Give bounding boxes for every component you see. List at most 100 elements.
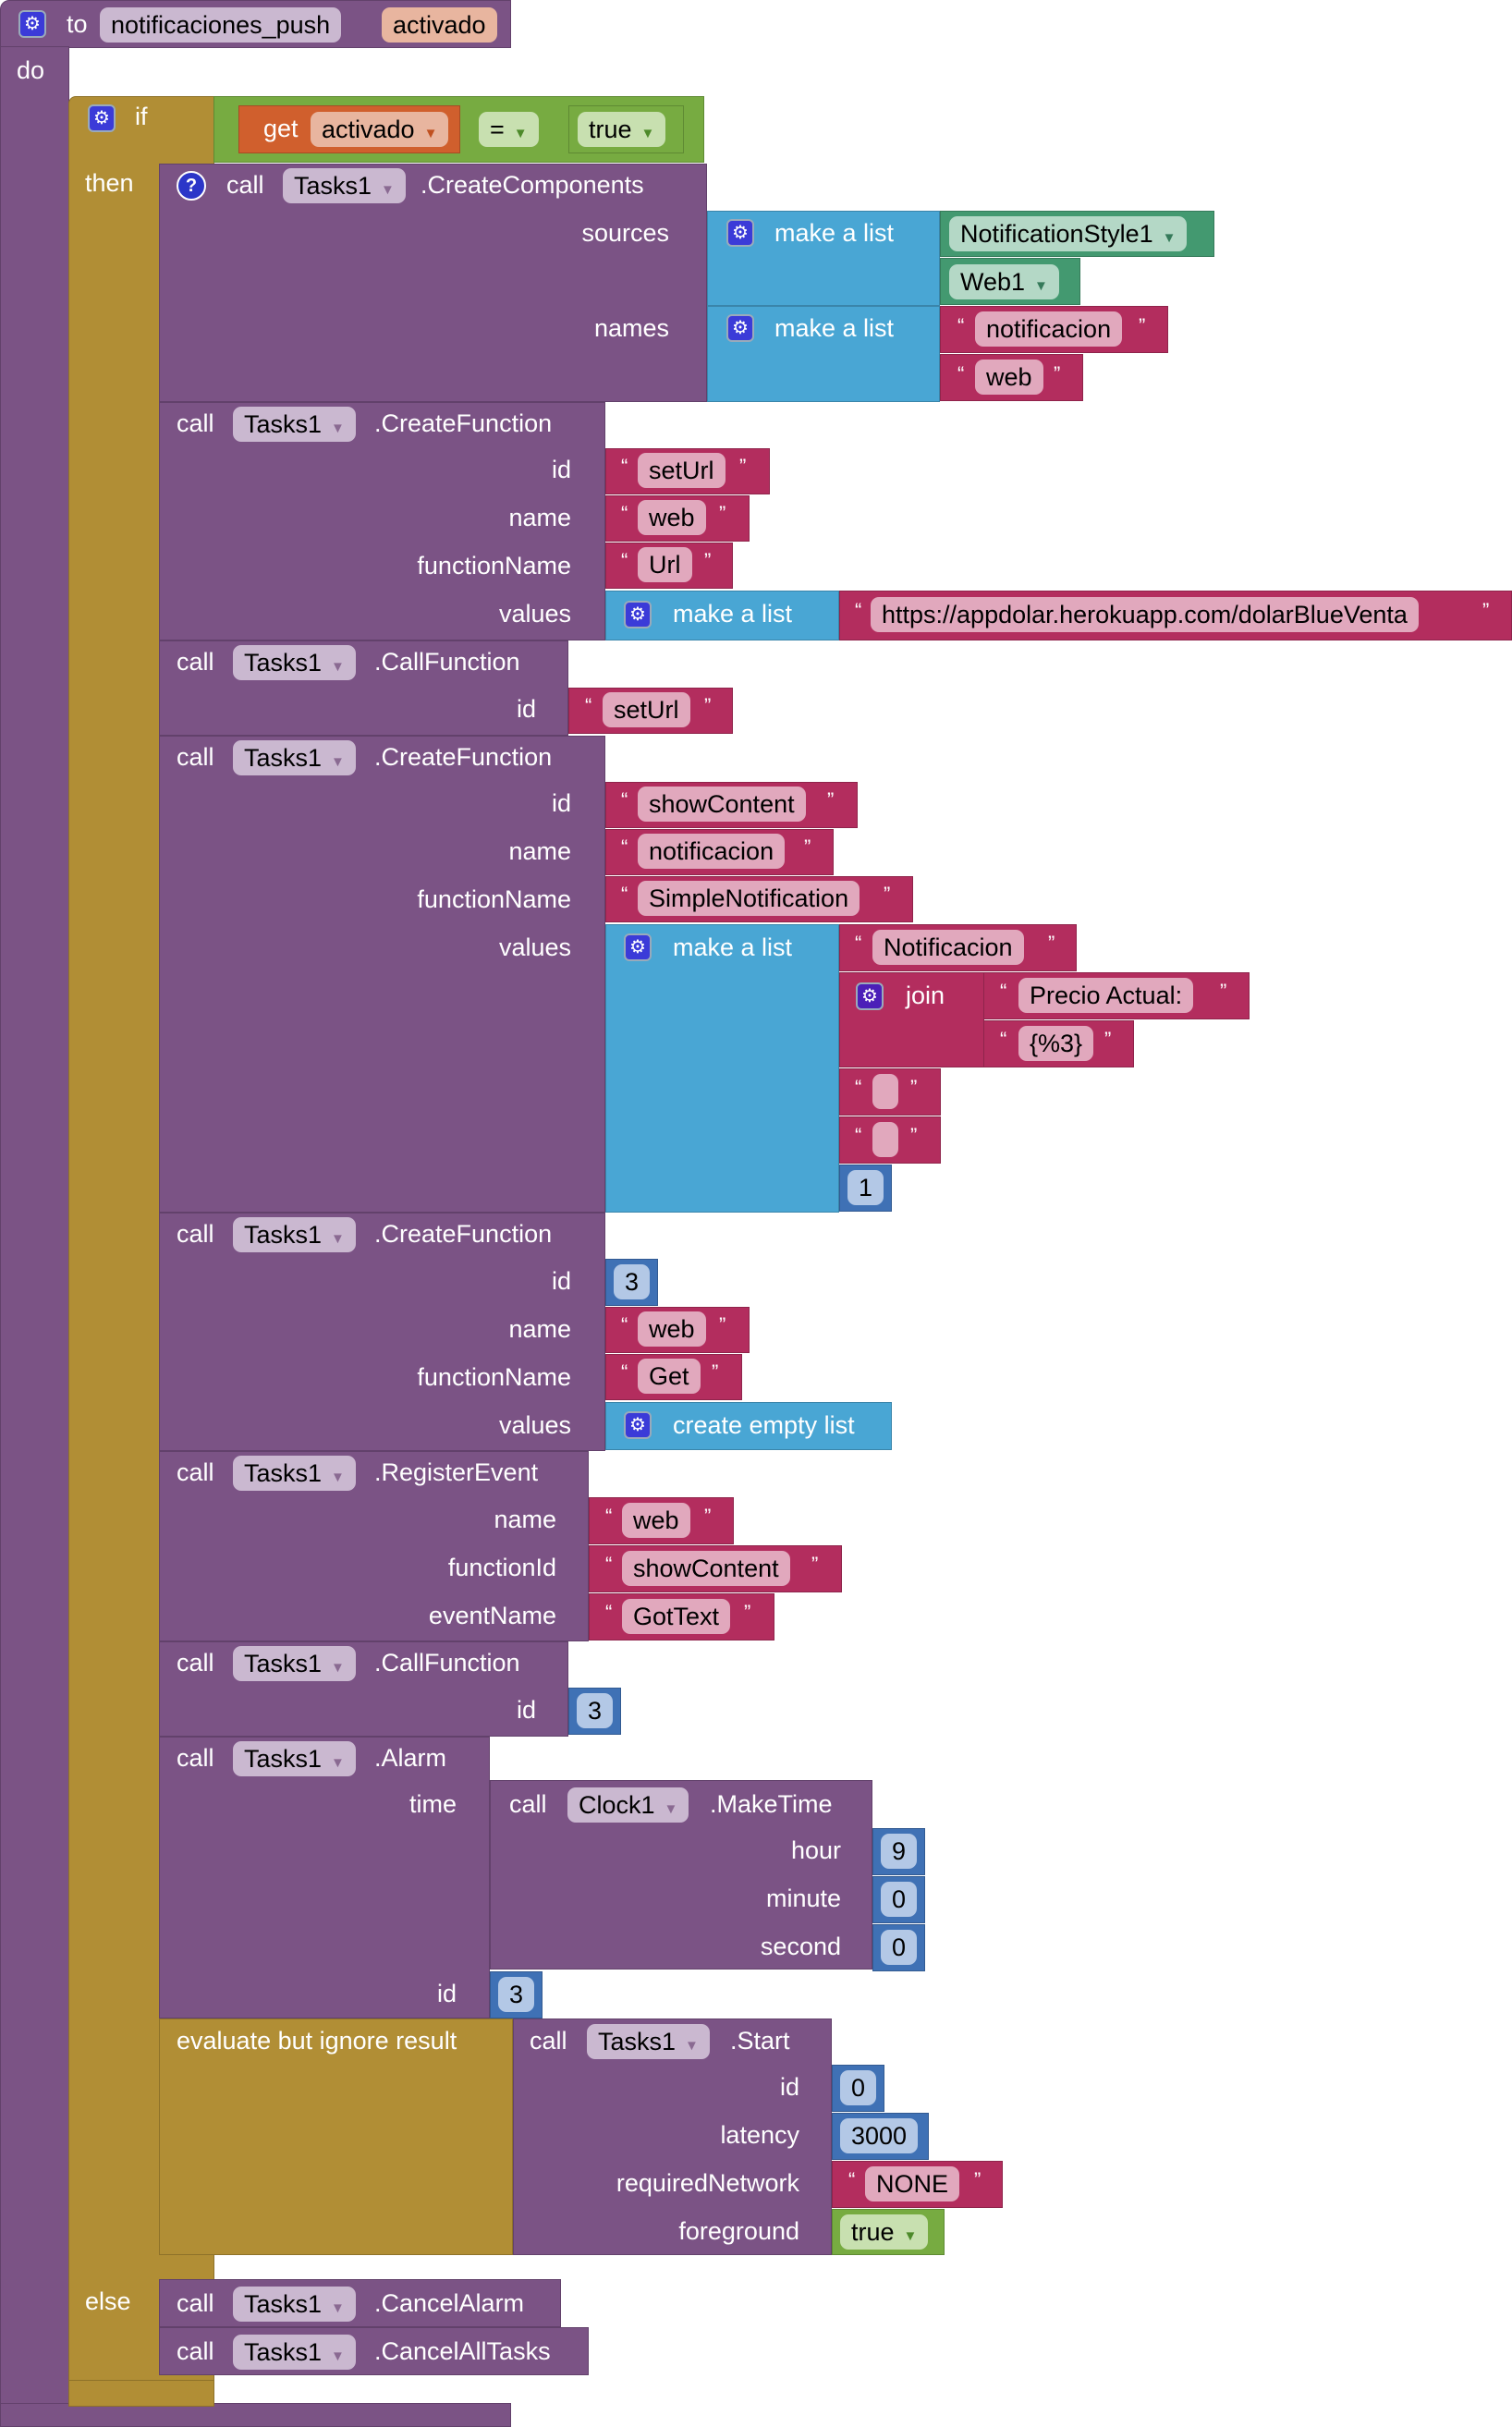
operator-value: = — [490, 116, 505, 143]
procedure-param[interactable]: activado — [382, 7, 497, 43]
component-dropdown[interactable]: Web1 ▼ — [949, 264, 1059, 299]
arg-label: id — [779, 2073, 799, 2101]
text-value[interactable]: web — [622, 1503, 690, 1538]
text-value[interactable]: Precio Actual: — [1018, 978, 1194, 1013]
list-mutator-gear-icon[interactable]: ⚙ — [624, 601, 652, 628]
component-dropdown[interactable]: Tasks1 ▼ — [233, 1741, 356, 1776]
text-value[interactable]: GotText — [622, 1599, 731, 1634]
list-mutator-gear-icon[interactable]: ⚙ — [726, 314, 754, 342]
arg-label: id — [551, 456, 571, 483]
url-value[interactable]: https://appdolar.herokuapp.com/dolarBlue… — [871, 597, 1419, 632]
call-function-block[interactable] — [159, 1641, 568, 1737]
evaluate-block[interactable] — [159, 2018, 513, 2255]
register-event-block[interactable] — [159, 1451, 589, 1641]
text-value[interactable]: setUrl — [603, 692, 690, 727]
list-mutator-gear-icon[interactable]: ⚙ — [624, 933, 652, 961]
cancel-alarm-block[interactable] — [159, 2279, 561, 2327]
mutator-gear-icon[interactable]: ⚙ — [18, 10, 46, 38]
make-list-label: make a list — [673, 600, 793, 628]
create-function-block[interactable] — [159, 736, 605, 1213]
text-value[interactable]: notificacion — [638, 834, 786, 869]
chevron-down-icon: ▼ — [331, 1470, 345, 1485]
open-quote: “ — [855, 599, 862, 622]
number-value[interactable]: 3 — [498, 1977, 535, 2012]
close-quote: ” — [884, 883, 891, 906]
number-value[interactable]: 3000 — [840, 2118, 919, 2153]
make-list-label: make a list — [774, 219, 895, 247]
arg-label: values — [498, 1411, 571, 1439]
empty-text-value[interactable] — [872, 1122, 898, 1157]
text-value[interactable]: NONE — [865, 2166, 960, 2201]
number-value[interactable]: 0 — [881, 1930, 918, 1965]
text-value[interactable]: notificacion — [975, 311, 1123, 347]
join-mutator-gear-icon[interactable]: ⚙ — [856, 982, 884, 1010]
open-quote: “ — [585, 694, 592, 717]
text-value[interactable]: Url — [638, 547, 692, 582]
arg-label: name — [508, 1315, 571, 1343]
procedure-name-field[interactable]: notificaciones_push — [100, 7, 342, 43]
call-label: call — [177, 648, 214, 676]
text-value[interactable]: {%3} — [1018, 1026, 1094, 1061]
component-dropdown[interactable]: Tasks1 ▼ — [233, 2335, 356, 2370]
number-value[interactable]: 0 — [840, 2070, 877, 2105]
alarm-block[interactable] — [159, 1737, 490, 2018]
component-dropdown[interactable]: Tasks1 ▼ — [587, 2024, 710, 2059]
cancel-all-tasks-block[interactable] — [159, 2327, 589, 2375]
number-value[interactable]: 3 — [614, 1264, 651, 1299]
component-dropdown[interactable]: Clock1 ▼ — [567, 1787, 689, 1823]
chevron-down-icon: ▼ — [331, 1231, 345, 1247]
arg-label: functionName — [417, 1363, 571, 1391]
call-label: call — [226, 171, 264, 199]
create-components-block[interactable] — [159, 164, 707, 402]
arg-label: functionId — [447, 1554, 556, 1581]
text-value[interactable]: web — [638, 500, 706, 535]
close-quote: ” — [974, 2168, 982, 2191]
method-name: .RegisterEvent — [374, 1458, 539, 1486]
number-value[interactable]: 9 — [881, 1834, 918, 1869]
component-dropdown[interactable]: Tasks1 ▼ — [233, 1646, 356, 1681]
component-dropdown[interactable]: Tasks1 ▼ — [233, 740, 356, 775]
close-quote: ” — [1139, 314, 1146, 337]
text-value[interactable]: web — [638, 1311, 706, 1347]
component-dropdown[interactable]: Tasks1 ▼ — [283, 168, 406, 203]
call-function-block[interactable] — [159, 640, 568, 736]
close-quote: ” — [910, 1076, 918, 1099]
text-value[interactable]: showContent — [622, 1551, 790, 1586]
chevron-down-icon: ▼ — [331, 421, 345, 436]
empty-text-value[interactable] — [872, 1074, 898, 1109]
create-empty-list-block[interactable] — [605, 1402, 892, 1450]
component-dropdown[interactable]: Tasks1 ▼ — [233, 1456, 356, 1491]
component-dropdown[interactable]: Tasks1 ▼ — [233, 407, 356, 442]
get-variable-dropdown[interactable]: activado ▼ — [311, 112, 449, 147]
create-function-block[interactable] — [159, 402, 605, 640]
create-function-block[interactable] — [159, 1213, 605, 1451]
component-name: Tasks1 — [244, 649, 323, 677]
true-value: true — [589, 116, 632, 143]
component-name: Tasks1 — [244, 1221, 323, 1249]
component-dropdown[interactable]: Tasks1 ▼ — [233, 2287, 356, 2322]
number-value[interactable]: 0 — [881, 1882, 918, 1917]
arg-label: values — [498, 933, 571, 961]
true-dropdown[interactable]: true ▼ — [578, 112, 666, 147]
number-value[interactable]: 1 — [847, 1170, 884, 1205]
make-list-block[interactable] — [605, 924, 839, 1213]
text-value[interactable]: setUrl — [638, 453, 726, 488]
text-value[interactable]: SimpleNotification — [638, 881, 860, 916]
component-dropdown[interactable]: Tasks1 ▼ — [233, 1217, 356, 1252]
number-value[interactable]: 3 — [577, 1693, 614, 1728]
component-name: Tasks1 — [244, 1459, 323, 1487]
text-value[interactable]: Get — [638, 1359, 701, 1394]
close-quote: ” — [1054, 362, 1061, 385]
operator-dropdown[interactable]: = ▼ — [479, 112, 539, 147]
text-value[interactable]: web — [975, 360, 1043, 395]
arg-label: id — [516, 695, 536, 723]
text-value[interactable]: showContent — [638, 787, 806, 822]
help-icon[interactable]: ? — [177, 171, 206, 201]
if-mutator-gear-icon[interactable]: ⚙ — [88, 104, 116, 132]
component-dropdown[interactable]: Tasks1 ▼ — [233, 645, 356, 680]
text-value[interactable]: Notificacion — [872, 930, 1024, 965]
component-dropdown[interactable]: NotificationStyle1 ▼ — [949, 216, 1188, 251]
list-mutator-gear-icon[interactable]: ⚙ — [726, 219, 754, 247]
open-quote: “ — [621, 455, 628, 478]
boolean-dropdown[interactable]: true ▼ — [840, 2214, 929, 2250]
